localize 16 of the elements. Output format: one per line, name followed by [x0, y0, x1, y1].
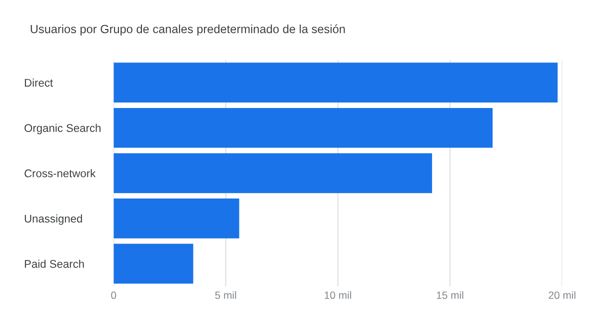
y-tick-label: Unassigned	[24, 214, 82, 225]
y-tick-label: Organic Search	[24, 124, 100, 134]
bar	[114, 62, 558, 103]
y-tick-label: Cross-network	[24, 169, 96, 178]
bar	[114, 153, 432, 194]
x-tick-label: 0	[111, 292, 116, 299]
bar	[114, 244, 194, 284]
y-tick-label: Direct	[24, 78, 53, 87]
x-tick-label: 15 mil	[436, 291, 464, 299]
x-tick-label: 10 mil	[324, 291, 352, 299]
bar	[114, 108, 493, 148]
bar	[114, 198, 240, 238]
x-tick-label: 20 mil	[548, 291, 576, 299]
x-tick-label: 5 mil	[215, 291, 236, 299]
chart-title: Usuarios por Grupo de canales predeterminado de la sesión	[30, 24, 345, 36]
y-tick-label: Paid Search	[24, 260, 84, 268]
